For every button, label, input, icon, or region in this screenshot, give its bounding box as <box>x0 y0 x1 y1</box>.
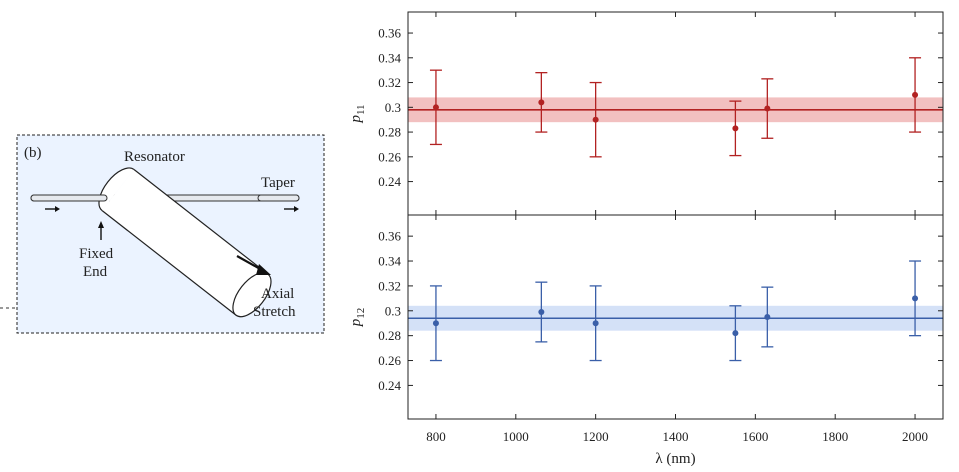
fixed-end-label-line2: End <box>83 264 108 280</box>
x-tick-label: 1200 <box>583 429 609 444</box>
y-tick-label: 0.36 <box>378 26 401 41</box>
x-tick-label: 1000 <box>503 429 529 444</box>
data-point <box>912 91 919 98</box>
y-tick-label: 0.34 <box>378 50 401 65</box>
y-tick-label: 0.32 <box>378 75 401 90</box>
input-arrow-icon <box>45 206 60 212</box>
data-point <box>432 104 439 111</box>
y-tick-label: 0.26 <box>378 149 401 164</box>
y-axis-title-sub: 12 <box>355 308 367 319</box>
data-point <box>538 99 545 106</box>
fixed-end-label-line1: Fixed <box>79 246 114 262</box>
taper-fiber-right <box>257 194 300 202</box>
y-axis-title-main: p <box>348 115 364 124</box>
data-point <box>538 309 545 316</box>
data-point <box>764 314 771 320</box>
taper-fiber-front <box>30 194 108 202</box>
y-tick-label: 0.26 <box>378 353 401 368</box>
y-tick-label: 0.34 <box>378 254 401 269</box>
fixed-end-arrow-icon <box>98 221 104 240</box>
output-arrow-icon <box>284 206 299 212</box>
panel-label: (b) <box>24 145 42 161</box>
chart-2: 0.24 0.26 0.28 0.3 0.32 0.34 0.36 800 1000 1200 14… <box>348 214 944 467</box>
y-axis-title: p11 <box>348 104 367 123</box>
y-tick-label: 0.28 <box>378 328 401 343</box>
x-tick-label: 1600 <box>742 429 768 444</box>
x-tick-label: 1800 <box>822 429 848 444</box>
y-axis-title-sub: 11 <box>355 104 367 115</box>
x-tick-label: 2000 <box>902 429 928 444</box>
data-point <box>432 320 439 327</box>
chart-1: 0.24 0.26 0.28 0.3 0.32 0.34 0.36 p11 <box>348 11 944 216</box>
resonator-diagram: (b) Resonator Taper Fixed <box>0 134 325 334</box>
taper-label: Taper <box>261 175 295 191</box>
y-axis-title-main: p <box>348 318 364 327</box>
plot-area: 0.240.260.280.30.320.340.36p110.240.260.… <box>348 11 944 467</box>
x-tick-label: 1400 <box>663 429 689 444</box>
y-tick-label: 0.24 <box>378 378 401 393</box>
data-point <box>732 125 739 132</box>
resonator-label: Resonator <box>124 149 185 165</box>
data-point <box>732 330 739 337</box>
x-axis-title: λ (nm) <box>655 451 695 467</box>
axial-stretch-label-line1: Axial <box>261 286 294 302</box>
data-point <box>592 116 599 123</box>
y-tick-label: 0.36 <box>378 229 401 244</box>
axial-stretch-label-line2: Stretch <box>253 304 296 320</box>
data-point <box>912 295 919 302</box>
y-tick-label: 0.3 <box>385 303 401 318</box>
y-axis-title: p12 <box>348 308 367 328</box>
data-point <box>764 105 771 112</box>
resonator-cylinder <box>98 167 272 318</box>
y-tick-label: 0.24 <box>378 174 401 189</box>
y-tick-label: 0.3 <box>385 100 401 115</box>
y-tick-label: 0.32 <box>378 278 401 293</box>
axial-stretch-arrow-icon <box>236 255 271 275</box>
y-tick-label: 0.28 <box>378 125 401 140</box>
data-point <box>592 320 599 327</box>
x-tick-label: 800 <box>426 429 446 444</box>
